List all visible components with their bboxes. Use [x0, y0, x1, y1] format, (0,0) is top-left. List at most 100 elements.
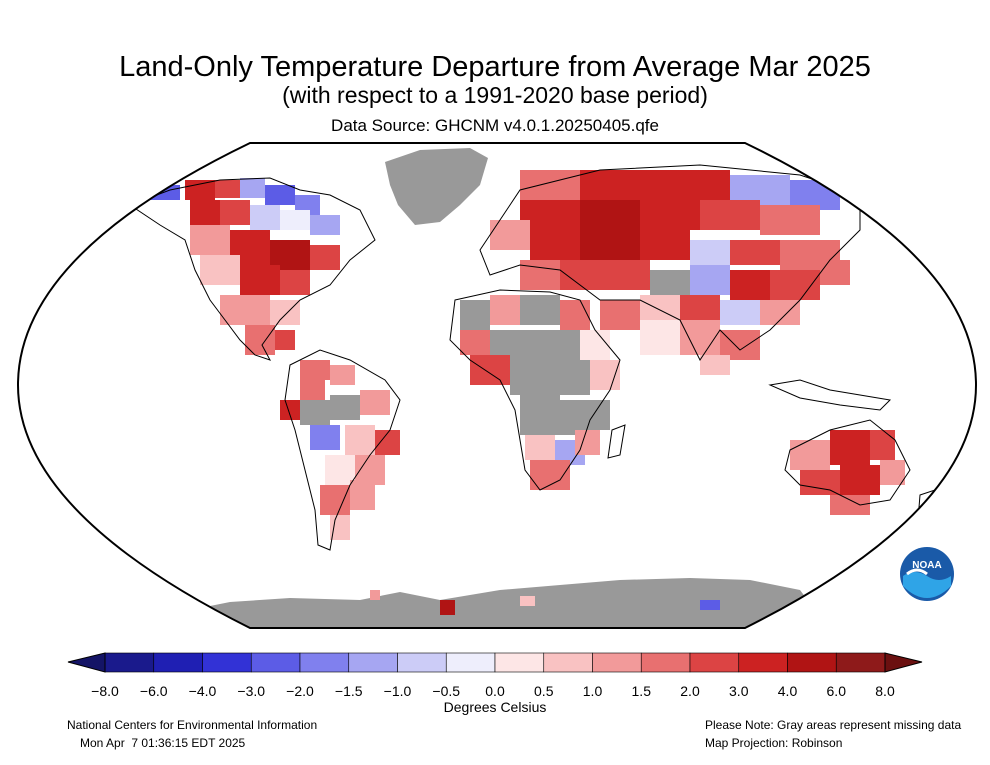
colorbar-tick-label: 2.0	[680, 683, 700, 699]
colorbar-swatches	[104, 652, 886, 673]
anomaly-cell	[520, 260, 560, 290]
colorbar-swatch	[153, 652, 203, 673]
anomaly-cell	[820, 260, 850, 285]
anomaly-cell	[690, 170, 730, 200]
anomaly-cell	[640, 200, 700, 230]
anomaly-cell	[300, 400, 330, 425]
anomaly-cell	[215, 180, 240, 198]
noaa-logo: NOAA	[900, 547, 954, 601]
anomaly-cell	[470, 355, 510, 385]
anomaly-cell	[650, 270, 690, 295]
colorbar-swatch	[835, 652, 886, 673]
anomaly-cell	[460, 330, 490, 355]
anomaly-cell	[345, 425, 375, 455]
anomaly-cell	[200, 255, 240, 285]
anomaly-cell	[310, 215, 340, 235]
footer-projection: Map Projection: Robinson	[705, 736, 843, 750]
coastlines	[128, 164, 936, 551]
colorbar-swatch	[592, 652, 642, 673]
anomaly-cell	[700, 200, 760, 230]
colorbar-tick-label: −3.0	[237, 683, 266, 699]
anomaly-cell	[250, 205, 280, 230]
colorbar-tick-label: −0.5	[432, 683, 461, 699]
anomaly-cell	[720, 300, 760, 325]
anomaly-cell	[510, 360, 550, 395]
colorbar-tick-label: −8.0	[91, 683, 119, 699]
colorbar-tick-label: 4.0	[777, 683, 798, 699]
anomaly-cell	[220, 200, 250, 225]
anomaly-cell	[580, 200, 640, 230]
colorbar-tick-label: −2.0	[286, 683, 314, 699]
anomaly-cell	[870, 430, 895, 460]
anomaly-cell	[600, 300, 640, 330]
anomaly-cell	[360, 390, 390, 415]
anomaly-cell	[520, 395, 560, 435]
anomaly-cell	[520, 170, 580, 200]
anomaly-cell	[830, 495, 870, 515]
anomaly-cell	[680, 295, 720, 320]
colorbar-tick-label: 0.0	[485, 683, 505, 699]
footer-note: Please Note: Gray areas represent missin…	[705, 718, 962, 732]
footer-timestamp: Mon Apr 7 01:36:15 EDT 2025	[80, 736, 246, 750]
anomaly-cell	[580, 230, 640, 260]
colorbar-swatch	[445, 652, 496, 673]
colorbar-tick-label: 3.0	[729, 683, 749, 699]
anomaly-cell	[460, 300, 490, 330]
anomaly-cell	[580, 170, 640, 200]
colorbar-swatch	[738, 652, 788, 673]
anomaly-cell	[190, 200, 220, 225]
anomaly-cell	[310, 425, 340, 450]
anomaly-cell	[530, 230, 580, 260]
anomaly-cell	[560, 300, 590, 330]
noaa-logo-text: NOAA	[912, 560, 941, 571]
colorbar-swatch	[202, 652, 252, 673]
anomaly-cell	[800, 470, 840, 495]
anomaly-cell	[310, 245, 340, 270]
anomaly-cell	[690, 240, 730, 265]
anomaly-cell	[520, 596, 535, 606]
globe-outline	[16, 142, 978, 629]
colorbar-tick-label: 6.0	[826, 683, 846, 699]
anomaly-cell	[490, 295, 520, 325]
anomaly-cell	[240, 265, 280, 295]
anomaly-cell	[610, 260, 650, 290]
anomaly-cell	[300, 360, 330, 380]
colorbar-swatch	[397, 652, 447, 673]
anomaly-cell	[580, 330, 610, 360]
greenland-missing	[385, 148, 488, 225]
footer-org: National Centers for Environmental Infor…	[67, 718, 318, 732]
anomaly-cell	[700, 600, 720, 610]
anomaly-cell	[830, 430, 870, 465]
data-source: Data Source: GHCNM v4.0.1.20250405.qfe	[331, 116, 659, 135]
anomaly-cell	[690, 265, 730, 295]
anomaly-cell	[280, 210, 310, 230]
anomaly-cell	[525, 435, 555, 460]
anomaly-cell	[190, 225, 230, 255]
colorbar-tick-label: 8.0	[875, 683, 895, 699]
colorbar-tick-label: −6.0	[139, 683, 168, 699]
anomaly-cell	[240, 178, 265, 198]
anomaly-cell	[330, 365, 355, 385]
anomaly-cell	[275, 330, 295, 350]
anomaly-cell	[730, 270, 770, 300]
anomaly-cell	[760, 300, 800, 325]
anomaly-cell	[540, 330, 580, 360]
colorbar-swatch	[640, 652, 691, 673]
colorbar-tick-label: −1.5	[334, 683, 363, 699]
anomaly-cell	[640, 320, 680, 355]
colorbar-swatch	[689, 652, 740, 673]
anomaly-cell	[790, 440, 830, 470]
anomaly-cell	[680, 320, 720, 355]
anomaly-cell	[560, 260, 610, 290]
anomaly-cell	[730, 240, 780, 265]
anomaly-cell	[280, 270, 310, 295]
map-subtitle: (with respect to a 1991-2020 base period…	[282, 82, 708, 108]
colorbar-swatch	[250, 652, 301, 673]
colorbar-right-arrow	[884, 652, 923, 673]
anomaly-cell	[760, 205, 820, 235]
anomaly-cell	[640, 230, 690, 260]
anomaly-cell	[270, 300, 300, 325]
anomaly-cell	[550, 360, 590, 395]
